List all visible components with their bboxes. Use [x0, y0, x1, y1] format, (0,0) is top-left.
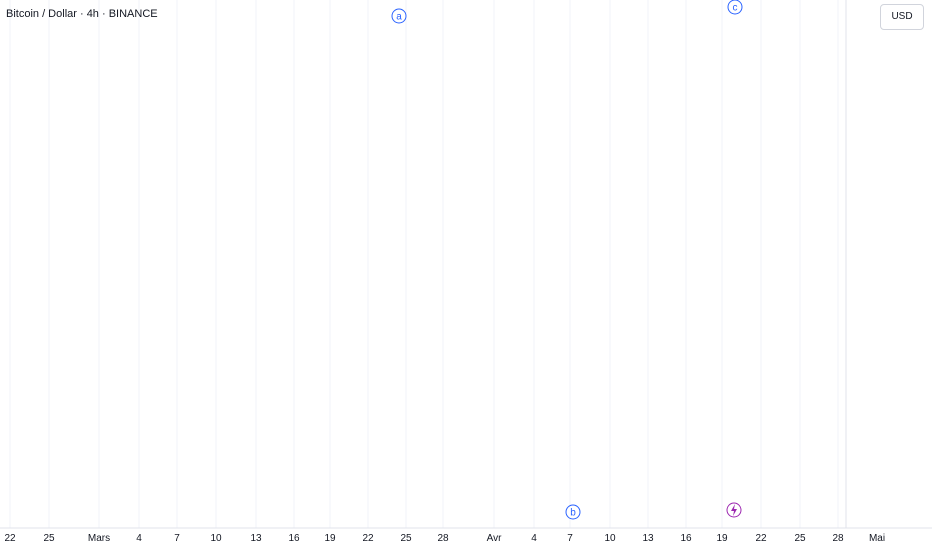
- x-tick-label: 25: [794, 533, 806, 544]
- x-tick-label: 4: [136, 533, 142, 544]
- wave-circle: [727, 0, 743, 15]
- wave-circle: [565, 504, 581, 520]
- x-tick-label: Avr: [487, 533, 502, 544]
- wave-circle-label: b: [570, 508, 576, 519]
- currency-button[interactable]: USD: [880, 4, 924, 30]
- x-tick-label: 13: [250, 533, 262, 544]
- lightning-icon: [731, 504, 737, 516]
- x-tick-label: 10: [210, 533, 222, 544]
- x-tick-label: 19: [716, 533, 728, 544]
- x-tick-label: 25: [400, 533, 412, 544]
- x-tick-label: 28: [437, 533, 449, 544]
- x-tick-label: 13: [642, 533, 654, 544]
- x-tick-label: 22: [4, 533, 16, 544]
- chart-title: Bitcoin / Dollar · 4h · BINANCE: [6, 8, 158, 20]
- x-tick-label: 4: [531, 533, 537, 544]
- wave-circle-label: a: [396, 12, 402, 23]
- x-tick-label: Mars: [88, 533, 110, 544]
- x-tick-label: 16: [680, 533, 692, 544]
- x-tick-label: 7: [174, 533, 180, 544]
- x-tick-label: 7: [567, 533, 573, 544]
- wave-circle-label: c: [733, 3, 738, 14]
- x-tick-label: 28: [832, 533, 844, 544]
- x-tick-label: 19: [324, 533, 336, 544]
- x-tick-label: 10: [604, 533, 616, 544]
- x-tick-label: Mai: [869, 533, 885, 544]
- x-tick-label: 16: [288, 533, 300, 544]
- wave-circle: [391, 8, 407, 24]
- x-tick-label: 22: [362, 533, 374, 544]
- x-tick-label: 22: [755, 533, 767, 544]
- price-axis: [846, 0, 932, 550]
- x-tick-label: 25: [43, 533, 55, 544]
